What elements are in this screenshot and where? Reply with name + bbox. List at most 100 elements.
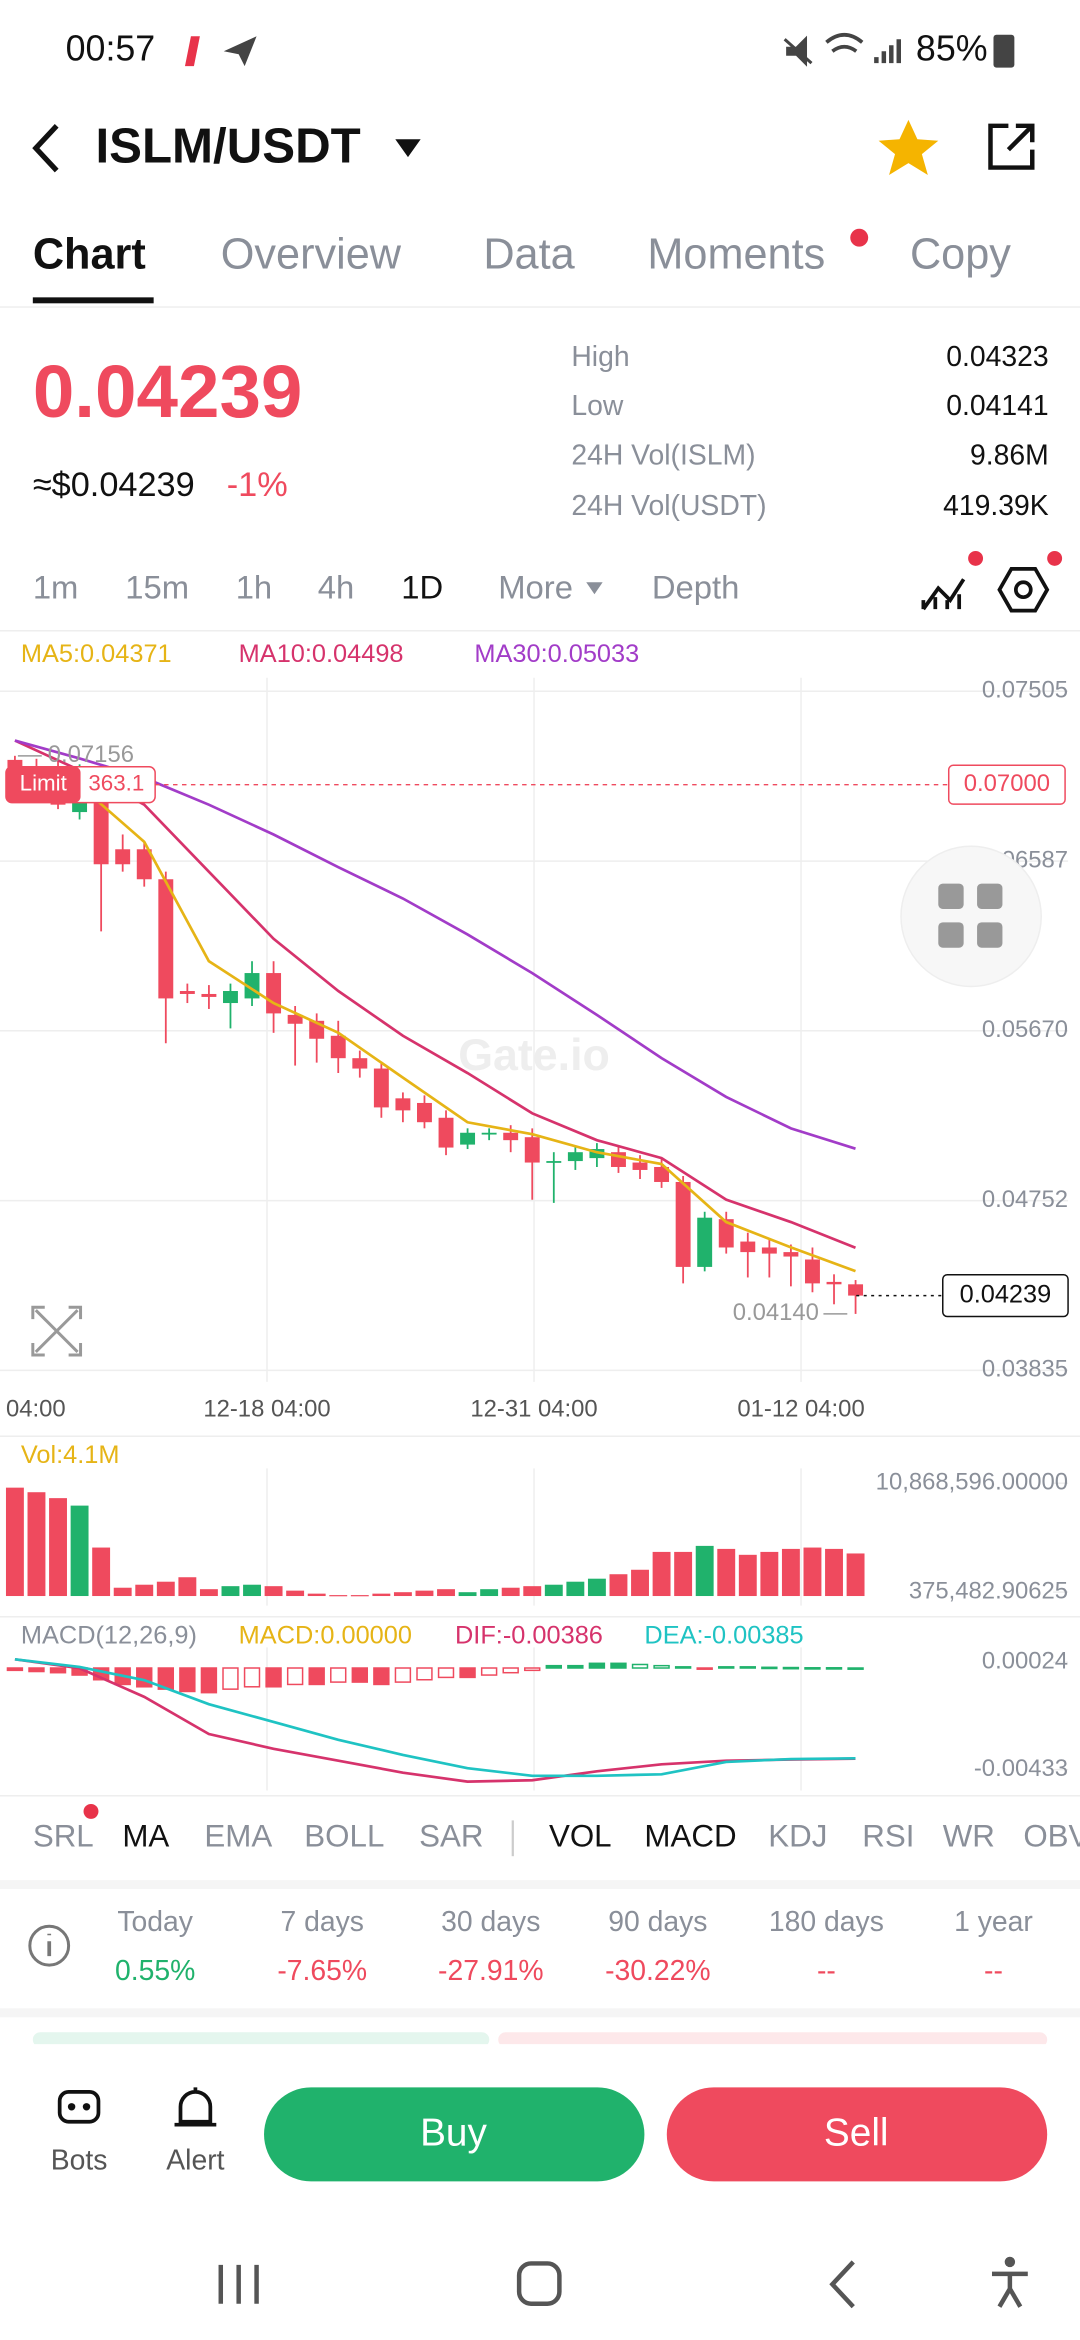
divider	[0, 1616, 1080, 1618]
macd-bar	[502, 1667, 519, 1674]
legend-item: MA10:0.04498	[239, 640, 404, 668]
share-button[interactable]	[988, 123, 1035, 170]
nav-accessibility	[991, 2271, 1028, 2308]
battery-level: 85%	[916, 29, 988, 69]
pair-dropdown[interactable]	[395, 139, 421, 158]
indicator-line	[14, 783, 856, 1273]
tab[interactable]: Chart	[33, 230, 146, 278]
notification-dot	[83, 1803, 99, 1819]
candle-body	[330, 1035, 346, 1059]
tab[interactable]: Data	[483, 230, 575, 278]
macd-bar	[739, 1666, 756, 1669]
bots-icon[interactable]	[57, 2090, 101, 2124]
volume-bar	[480, 1589, 499, 1597]
nav-back[interactable]	[829, 2260, 855, 2309]
stat-label: 24H Vol(ISLM)	[571, 439, 755, 471]
candle-body	[438, 1117, 454, 1148]
candle-body	[632, 1162, 648, 1170]
buy-button[interactable]	[264, 2087, 645, 2182]
min-marker: 0.04140	[733, 1299, 819, 1326]
indicator[interactable]: SAR	[419, 1819, 483, 1854]
indicator[interactable]: MACD	[644, 1819, 736, 1854]
y-tick-label: 0.07505	[982, 677, 1068, 704]
indicator[interactable]: RSI	[862, 1819, 914, 1854]
candle-body	[158, 879, 174, 999]
status-icon	[223, 36, 257, 67]
macd-bar	[222, 1667, 239, 1690]
x-tick-label: 04:00	[6, 1395, 66, 1422]
y-tick-label: 10,868,596.00000	[876, 1468, 1068, 1495]
bots-label[interactable]: Bots	[51, 2144, 108, 2176]
indicator-line	[14, 739, 856, 1249]
layout-button[interactable]	[900, 845, 1042, 988]
indicator[interactable]: VOL	[549, 1819, 612, 1854]
pair-title[interactable]: ISLM/USDT	[95, 119, 360, 174]
volume-bar	[307, 1593, 326, 1597]
tab[interactable]: Moments	[647, 230, 825, 278]
interval[interactable]: 1m	[33, 568, 79, 605]
candle-body	[136, 849, 152, 880]
mute-icon	[783, 35, 813, 67]
volume-bar	[113, 1587, 132, 1597]
usd-price: ≈$0.04239	[33, 466, 195, 504]
macd-bar	[653, 1664, 670, 1669]
indicator[interactable]: SRL	[33, 1819, 94, 1854]
alert-icon[interactable]	[174, 2087, 217, 2127]
bots-icon	[67, 2103, 76, 2111]
buy-label[interactable]: Buy	[420, 2111, 487, 2154]
macd-bar	[696, 1667, 713, 1670]
fullscreen-button[interactable]	[31, 1305, 83, 1357]
indicator[interactable]: BOLL	[304, 1819, 384, 1854]
volume-bar	[5, 1487, 24, 1597]
macd-bar	[480, 1667, 498, 1676]
sell-label[interactable]: Sell	[824, 2111, 889, 2154]
interval[interactable]: 4h	[318, 568, 354, 605]
candle-body	[352, 1058, 368, 1069]
charts: 0.075050.065870.056700.047520.0383504:00…	[0, 640, 1069, 1791]
limit-amount: 363.1	[88, 771, 144, 796]
period-label: 180 days	[769, 1906, 884, 1938]
layout-icon	[977, 883, 1003, 909]
candle-body	[373, 1068, 389, 1108]
notification-dot	[968, 550, 984, 566]
candle-body	[266, 973, 282, 1014]
nav-recents[interactable]	[218, 2264, 259, 2304]
alert-label[interactable]: Alert	[166, 2144, 224, 2176]
nav-home[interactable]	[516, 2261, 562, 2306]
indicator-button[interactable]	[921, 578, 966, 611]
indicator[interactable]: MA	[122, 1819, 169, 1854]
volume-bar	[415, 1590, 434, 1597]
volume-bar	[243, 1584, 261, 1597]
interval[interactable]: 1h	[236, 568, 272, 605]
interval[interactable]: More	[498, 568, 573, 605]
volume-bar	[221, 1586, 240, 1597]
volume-bar	[523, 1586, 542, 1597]
info-icon[interactable]	[28, 1924, 71, 1967]
favorite-star[interactable]	[878, 119, 939, 176]
indicator[interactable]: EMA	[204, 1819, 272, 1854]
candle-body	[503, 1132, 519, 1141]
tab[interactable]: Copy	[910, 230, 1011, 278]
limit-tag-label-bg	[5, 766, 81, 803]
macd-bar	[330, 1667, 347, 1683]
volume-bar	[738, 1554, 757, 1597]
settings-button[interactable]	[997, 566, 1050, 613]
price-change: -1%	[227, 466, 288, 504]
notification-dot	[850, 228, 869, 247]
nav-accessibility[interactable]	[1004, 2256, 1016, 2268]
indicator[interactable]: WR	[943, 1819, 995, 1854]
back-button[interactable]	[32, 124, 59, 173]
interval[interactable]: Depth	[652, 568, 740, 605]
candle-body	[848, 1284, 864, 1296]
interval[interactable]: 1D	[401, 568, 443, 605]
interval[interactable]: 15m	[125, 568, 189, 605]
y-tick-label: -0.00433	[974, 1755, 1068, 1782]
sell-button[interactable]	[666, 2087, 1048, 2182]
indicator[interactable]: OBV	[1023, 1819, 1080, 1854]
tab[interactable]: Overview	[221, 230, 402, 278]
indicator[interactable]: KDJ	[768, 1819, 827, 1854]
layout-icon	[938, 922, 964, 948]
macd-bar	[674, 1666, 692, 1669]
dropdown-arrow	[586, 582, 603, 595]
